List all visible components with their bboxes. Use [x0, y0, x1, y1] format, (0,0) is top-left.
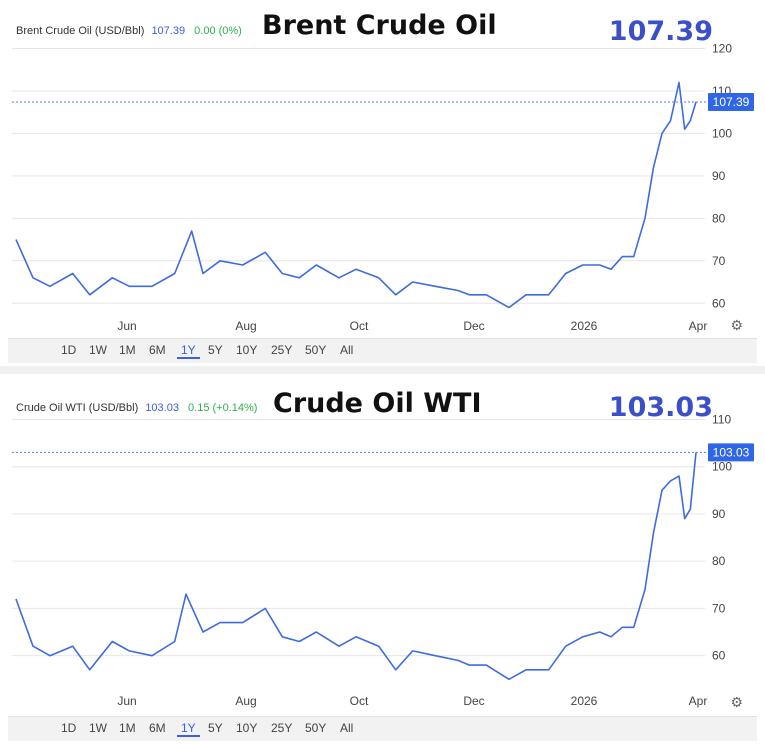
brent-info-price: 107.39 — [151, 25, 186, 37]
brent-range-1m[interactable]: 1M — [119, 343, 136, 357]
brent-range-1y[interactable]: 1Y — [177, 343, 200, 359]
wti-range-bar: 1D 1W 1M 6M 1Y 5Y 10Y 25Y 50Y All — [8, 716, 757, 741]
wti-big-price: 103.03 — [608, 392, 713, 423]
brent-range-25y[interactable]: 25Y — [271, 343, 293, 357]
wti-x-tick-label: Dec — [463, 694, 484, 708]
wti-range-1w[interactable]: 1W — [89, 721, 107, 735]
brent-price-tag — [708, 93, 754, 112]
brent-y-tick-label: 60 — [712, 296, 726, 310]
wti-range-1y[interactable]: 1Y — [177, 721, 200, 737]
brent-y-tick-label: 120 — [712, 41, 732, 55]
wti-chart: 60 70 80 90 100 110 Jun Aug Oct Dec 2026 Apr 103.03 — [12, 412, 754, 708]
brent-price-tag-label: 107.39 — [713, 95, 750, 109]
brent-range-5y[interactable]: 5Y — [208, 343, 223, 357]
brent-x-tick-label: Aug — [235, 319, 256, 333]
brent-x-tick-label: Dec — [463, 319, 484, 333]
wti-range-10y[interactable]: 10Y — [236, 721, 258, 735]
wti-range-1m[interactable]: 1M — [119, 721, 136, 735]
brent-range-6m[interactable]: 6M — [149, 343, 166, 357]
brent-x-tick-label: 2026 — [571, 319, 598, 333]
brent-info-line: Brent Crude Oil (USD/Bbl) 107.39 0.00 (0… — [16, 25, 242, 37]
brent-y-tick-label: 80 — [712, 211, 726, 225]
brent-y-tick-label: 90 — [712, 169, 726, 183]
brent-range-50y[interactable]: 50Y — [305, 343, 327, 357]
wti-range-25y[interactable]: 25Y — [271, 721, 293, 735]
brent-series-line — [15, 81, 697, 309]
wti-y-tick-label: 70 — [712, 601, 726, 615]
wti-panel: 60 70 80 90 100 110 Jun Aug Oct Dec 2026 Apr 103.03 … — [0, 374, 765, 744]
wti-info-price: 103.03 — [145, 402, 179, 414]
wti-info-label: Crude Oil WTI (USD/Bbl) — [16, 402, 139, 414]
wti-y-tick-label: 60 — [712, 649, 726, 663]
wti-range-5y[interactable]: 5Y — [208, 721, 223, 735]
wti-x-tick-label: Jun — [117, 694, 136, 708]
wti-price-tag — [708, 443, 754, 462]
brent-big-title: Brent Crude Oil — [262, 10, 497, 41]
wti-range-50y[interactable]: 50Y — [305, 721, 327, 735]
brent-y-tick-label: 100 — [712, 126, 732, 140]
brent-settings-gear-icon[interactable]: ⚙ — [730, 317, 743, 333]
wti-range-1d[interactable]: 1D — [61, 721, 77, 735]
wti-settings-gear-icon[interactable]: ⚙ — [730, 694, 743, 710]
wti-y-tick-label: 90 — [712, 507, 726, 521]
wti-price-tag-label: 103.03 — [713, 445, 750, 459]
wti-series-line — [15, 452, 697, 681]
brent-info-change: 0.00 (0%) — [194, 25, 242, 37]
brent-big-price: 107.39 — [608, 16, 713, 47]
brent-range-1w[interactable]: 1W — [89, 343, 107, 357]
brent-range-bar: 1D 1W 1M 6M 1Y 5Y 10Y 25Y 50Y All — [8, 338, 757, 363]
panel-separator — [0, 366, 765, 374]
wti-info-line: Crude Oil WTI (USD/Bbl) 103.03 0.15 (+0.… — [16, 402, 257, 414]
brent-x-tick-label: Oct — [350, 319, 369, 333]
brent-info-label: Brent Crude Oil (USD/Bbl) — [16, 25, 145, 37]
brent-x-tick-label: Jun — [117, 319, 136, 333]
wti-y-tick-label: 110 — [712, 412, 731, 426]
wti-range-all[interactable]: All — [340, 721, 354, 735]
wti-y-tick-label: 80 — [712, 554, 726, 568]
brent-range-all[interactable]: All — [340, 343, 354, 357]
wti-x-tick-label: 2026 — [571, 694, 598, 708]
wti-y-tick-label: 100 — [712, 460, 732, 474]
wti-x-tick-label: Apr — [689, 694, 708, 708]
brent-range-1d[interactable]: 1D — [61, 343, 77, 357]
wti-range-6m[interactable]: 6M — [149, 721, 166, 735]
brent-panel: 60 70 80 90 100 110 120 Jun Aug Oct Dec 2026 Apr 107.… — [0, 0, 765, 366]
wti-info-change: 0.15 (+0.14%) — [188, 402, 258, 414]
brent-range-10y[interactable]: 10Y — [236, 343, 258, 357]
wti-x-tick-label: Aug — [235, 694, 256, 708]
brent-y-tick-label: 70 — [712, 254, 726, 268]
brent-x-tick-label: Apr — [689, 319, 708, 333]
wti-big-title: Crude Oil WTI — [273, 388, 482, 419]
wti-x-tick-label: Oct — [350, 694, 369, 708]
